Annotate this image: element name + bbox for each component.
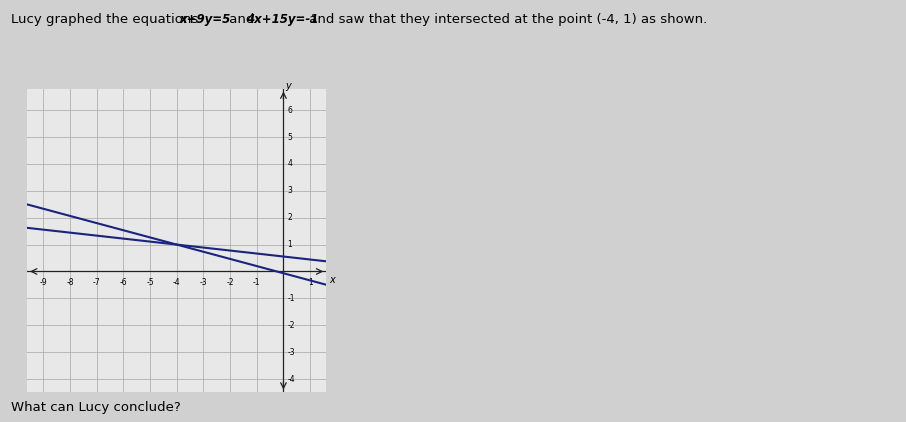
Text: and saw that they intersected at the point (-4, 1) as shown.: and saw that they intersected at the poi… (305, 13, 708, 26)
Text: -1: -1 (253, 278, 261, 287)
Text: 1: 1 (308, 278, 313, 287)
Text: x+9y=5: x+9y=5 (179, 13, 231, 26)
Text: What can Lucy conclude?: What can Lucy conclude? (11, 401, 180, 414)
Text: Lucy graphed the equations: Lucy graphed the equations (11, 13, 202, 26)
Text: -1: -1 (287, 294, 295, 303)
Text: -8: -8 (66, 278, 73, 287)
Text: -9: -9 (39, 278, 47, 287)
Text: -5: -5 (146, 278, 154, 287)
Text: 4x+15y=-1: 4x+15y=-1 (246, 13, 318, 26)
Text: y: y (285, 81, 291, 91)
Text: -4: -4 (287, 374, 295, 384)
Text: 4: 4 (287, 160, 293, 168)
Text: 1: 1 (287, 240, 293, 249)
Text: -3: -3 (199, 278, 207, 287)
Text: x: x (329, 275, 334, 284)
Text: 6: 6 (287, 106, 293, 115)
Text: -4: -4 (173, 278, 180, 287)
Text: -7: -7 (92, 278, 101, 287)
Text: and: and (225, 13, 258, 26)
Text: -6: -6 (120, 278, 127, 287)
Text: -2: -2 (287, 321, 295, 330)
Text: 2: 2 (287, 213, 293, 222)
Text: 5: 5 (287, 133, 293, 141)
Text: 3: 3 (287, 186, 293, 195)
Text: -2: -2 (226, 278, 234, 287)
Text: -3: -3 (287, 348, 295, 357)
